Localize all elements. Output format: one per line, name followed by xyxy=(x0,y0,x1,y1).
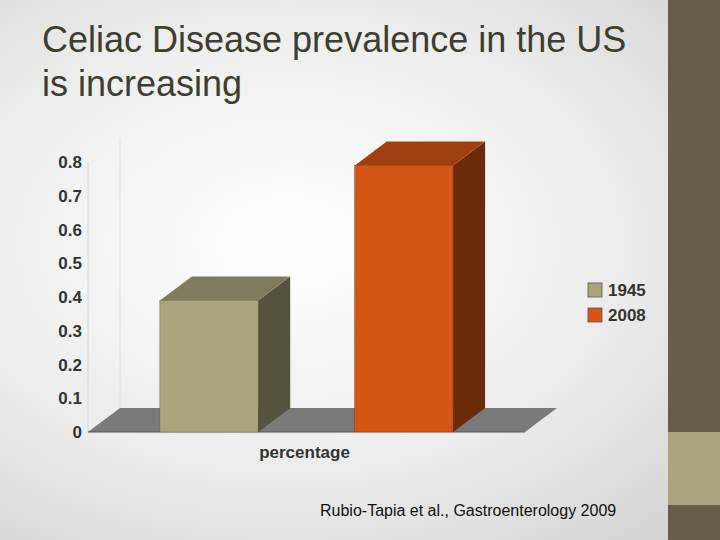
y-tick-label: 0.4 xyxy=(58,288,82,307)
bar xyxy=(355,141,485,432)
legend-label: 2008 xyxy=(608,306,646,325)
y-tick-label: 0.1 xyxy=(58,389,82,408)
legend-label: 1945 xyxy=(608,281,646,300)
bar-top xyxy=(160,276,290,300)
axis-wall-back xyxy=(120,138,121,408)
y-tick-label: 0.8 xyxy=(58,153,82,172)
side-band-accent xyxy=(668,432,720,505)
bar xyxy=(160,276,290,432)
legend-swatch xyxy=(588,283,602,297)
x-axis xyxy=(88,432,525,433)
legend-swatch xyxy=(588,308,602,322)
axis-wall xyxy=(88,162,89,432)
bar-side xyxy=(258,276,290,432)
y-tick-label: 0.7 xyxy=(58,187,82,206)
y-tick-label: 0.2 xyxy=(58,356,82,375)
source-note: Rubio-Tapia et al., Gastroenterology 200… xyxy=(320,502,616,519)
y-tick-label: 0 xyxy=(73,423,82,442)
title: Celiac Disease prevalence in the US is i… xyxy=(42,18,662,106)
category-label: percentage xyxy=(259,443,350,462)
bar-front xyxy=(355,165,453,432)
y-tick-label: 0.5 xyxy=(58,254,82,273)
bar-front xyxy=(160,300,258,432)
bar-side xyxy=(453,141,485,432)
y-tick-label: 0.3 xyxy=(58,322,82,341)
bars xyxy=(160,141,485,432)
bar-top xyxy=(355,141,485,165)
chart: 0 0.1 0.2 0.3 0.4 0.5 0.6 0.7 0.8 percentage 1945 2… xyxy=(0,0,720,540)
floor xyxy=(88,408,557,432)
y-tick-label: 0.6 xyxy=(58,221,82,240)
